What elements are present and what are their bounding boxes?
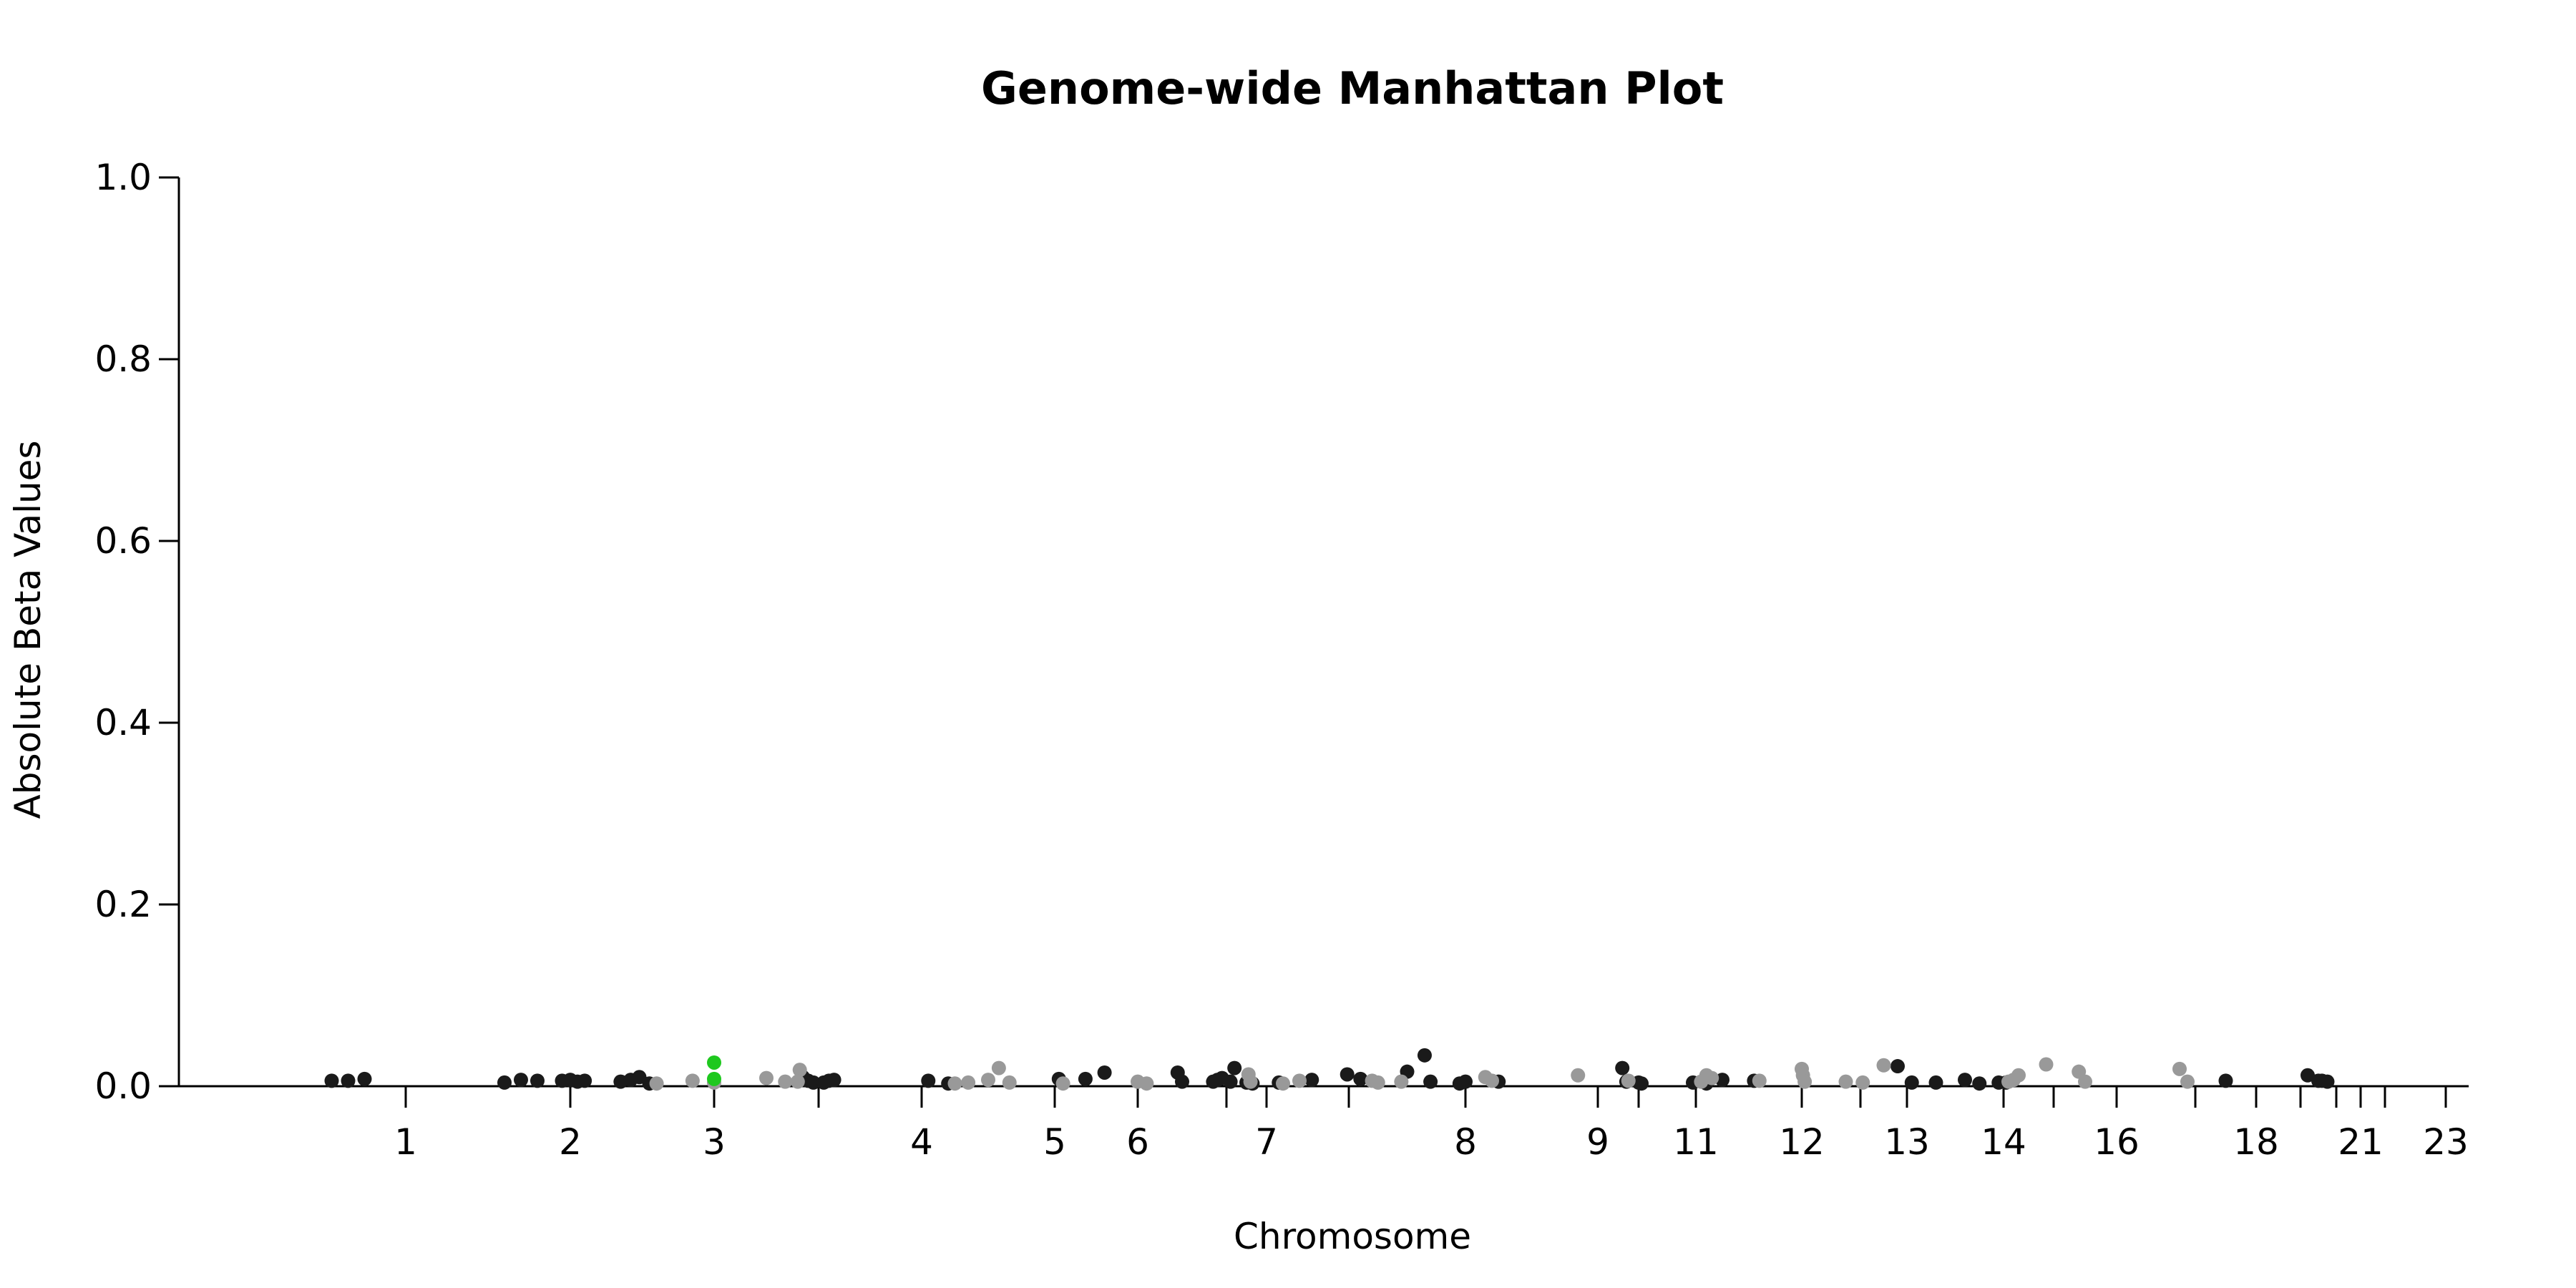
data-point: [341, 1073, 356, 1088]
data-point: [649, 1076, 664, 1091]
data-point: [1972, 1076, 1987, 1091]
data-point: [2078, 1074, 2092, 1089]
data-point: [1621, 1073, 1636, 1088]
data-point: [1394, 1074, 1409, 1089]
data-point: [1634, 1076, 1649, 1091]
data-point: [1715, 1073, 1729, 1088]
data-point: [981, 1073, 995, 1088]
data-point: [1797, 1074, 1813, 1089]
data-point: [1958, 1073, 1972, 1088]
data-point: [707, 1055, 721, 1070]
data-point: [1571, 1068, 1586, 1083]
x-axis-label: Chromosome: [1234, 1216, 1471, 1257]
data-point: [1423, 1074, 1438, 1089]
x-tick-label: 1: [394, 1121, 417, 1163]
chart-title: Genome-wide Manhattan Plot: [981, 62, 1724, 114]
x-tick-label: 13: [1884, 1121, 1930, 1163]
x-axis: 1 2 3 4 5 6 7 8 9 11 12 13 14 16 18 21 23: [179, 1085, 2469, 1163]
data-point: [806, 1075, 821, 1090]
data-point: [1055, 1076, 1070, 1091]
data-point: [685, 1073, 700, 1088]
data-point: [2320, 1074, 2335, 1089]
data-point: [357, 1071, 372, 1086]
data-point: [1928, 1075, 1943, 1090]
x-tick-label: 4: [910, 1121, 933, 1163]
data-point: [1223, 1074, 1238, 1089]
x-tick-label: 23: [2423, 1121, 2469, 1163]
x-tick-label: 21: [2338, 1121, 2384, 1163]
data-point: [1227, 1060, 1242, 1075]
data-point: [790, 1074, 805, 1089]
data-point: [530, 1073, 545, 1088]
data-point: [1704, 1070, 1719, 1085]
data-point: [1370, 1075, 1385, 1090]
data-point: [759, 1070, 774, 1085]
data-point: [1078, 1071, 1093, 1086]
x-tick-label: 7: [1255, 1121, 1278, 1163]
data-point: [1243, 1074, 1258, 1089]
data-point: [792, 1063, 807, 1078]
data-point: [1304, 1073, 1319, 1088]
data-point: [991, 1060, 1006, 1075]
data-point: [1097, 1065, 1112, 1080]
data-point: [2172, 1061, 2187, 1076]
x-tick-label: 5: [1043, 1121, 1066, 1163]
data-point: [1752, 1073, 1767, 1088]
data-point: [707, 1071, 721, 1086]
data-point: [1615, 1060, 1630, 1075]
data-point: [324, 1073, 339, 1088]
data-point: [778, 1074, 793, 1089]
x-tick-label: 16: [2094, 1121, 2140, 1163]
data-point: [1838, 1074, 1853, 1089]
data-point: [1276, 1076, 1290, 1091]
data-point: [1353, 1071, 1368, 1086]
data-point: [1876, 1058, 1891, 1073]
data-point: [1292, 1073, 1307, 1088]
data-point: [1890, 1059, 1905, 1074]
data-point: [514, 1073, 528, 1088]
x-tick-label: 3: [703, 1121, 726, 1163]
data-point: [1340, 1067, 1355, 1082]
data-points: [324, 1048, 2335, 1091]
y-tick-label: 0.0: [94, 1065, 152, 1107]
x-tick-label: 6: [1126, 1121, 1149, 1163]
data-point: [577, 1073, 592, 1088]
data-point: [1417, 1048, 1432, 1063]
y-axis: 0.0 0.2 0.4 0.6 0.8 1.0: [94, 157, 180, 1107]
data-point: [961, 1075, 976, 1090]
x-tick-label: 2: [559, 1121, 582, 1163]
data-point: [497, 1075, 512, 1090]
x-tick-label: 9: [1586, 1121, 1609, 1163]
data-point: [1485, 1073, 1499, 1088]
data-point: [1002, 1075, 1017, 1090]
x-tick-label: 18: [2233, 1121, 2279, 1163]
y-tick-label: 0.4: [94, 702, 152, 743]
y-tick-label: 1.0: [94, 157, 152, 198]
data-point: [1175, 1074, 1189, 1089]
data-point: [2039, 1057, 2054, 1072]
data-point: [1139, 1076, 1154, 1091]
data-point: [1458, 1074, 1473, 1089]
data-point: [2218, 1073, 2233, 1088]
data-point: [2301, 1068, 2315, 1083]
y-tick-label: 0.2: [94, 884, 152, 925]
y-tick-label: 0.8: [94, 338, 152, 380]
data-point: [2011, 1068, 2026, 1083]
data-point: [1904, 1075, 1919, 1090]
data-point: [947, 1076, 962, 1091]
data-point: [826, 1073, 841, 1088]
x-tick-label: 12: [1779, 1121, 1825, 1163]
x-tick-label: 8: [1454, 1121, 1477, 1163]
y-axis-label: Absolute Beta Values: [7, 441, 49, 819]
data-point: [921, 1073, 936, 1088]
y-tick-label: 0.6: [94, 520, 152, 562]
x-tick-label: 11: [1673, 1121, 1719, 1163]
data-point: [2180, 1074, 2195, 1089]
data-point: [1855, 1075, 1870, 1090]
x-tick-label: 14: [1981, 1121, 2026, 1163]
